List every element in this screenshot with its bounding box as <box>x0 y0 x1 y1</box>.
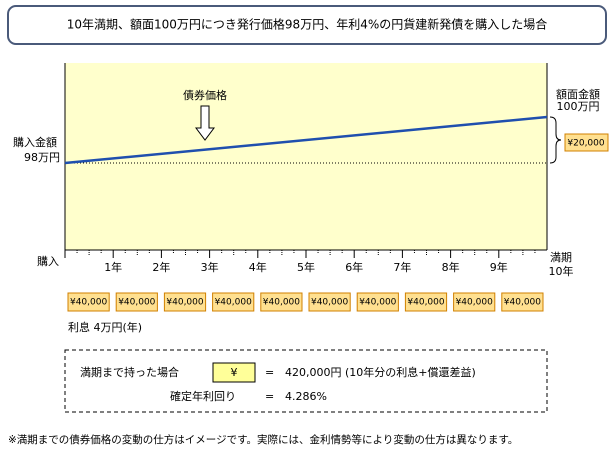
price-arrow <box>195 105 215 141</box>
title-box <box>7 5 607 45</box>
equals: = <box>265 366 274 379</box>
footnote: ※満期までの債券価格の変動の仕方はイメージです。実際には、金利情勢等により変動の… <box>8 433 518 446</box>
interest-amount: ¥40,000 <box>456 298 493 308</box>
start-label: 購入 <box>37 254 59 268</box>
yen: ¥ <box>231 366 238 379</box>
price-label: 債券価格 <box>183 88 227 102</box>
interest-amount: ¥40,000 <box>407 298 444 308</box>
year-label: 1年 <box>104 260 122 274</box>
interest-amount: ¥40,000 <box>504 298 541 308</box>
interest-amount: ¥40,000 <box>166 298 203 308</box>
interest-box <box>308 292 351 312</box>
interest-box <box>404 292 448 312</box>
summary-box <box>64 349 548 413</box>
brace <box>549 116 562 164</box>
total-note: (10年分の利息+償還差益) <box>345 365 476 379</box>
purchase-amount: 98万円 <box>24 151 60 164</box>
maturity-year: 10年 <box>549 264 574 278</box>
gain: ¥20,000 <box>567 139 604 149</box>
year-label: 2年 <box>152 260 170 274</box>
price-line <box>64 115 548 165</box>
interest-box <box>453 292 496 312</box>
interest-amount: ¥40,000 <box>359 298 396 308</box>
hold-label: 満期まで持った場合 <box>80 365 179 379</box>
yield: 4.286% <box>285 390 327 403</box>
interest-amount: ¥40,000 <box>70 298 107 308</box>
purchase-label: 購入金額 <box>13 135 57 149</box>
interest-box <box>212 292 255 312</box>
year-label: 8年 <box>442 260 460 274</box>
interest-amount: ¥40,000 <box>263 298 300 308</box>
year-label: 7年 <box>393 260 411 274</box>
year-label: 6年 <box>345 260 363 274</box>
year-label: 4年 <box>249 260 267 274</box>
year-label: 3年 <box>201 260 219 274</box>
interest-box <box>163 292 207 312</box>
face-amount: 100万円 <box>557 100 600 113</box>
gain-box <box>564 133 609 152</box>
year-label: 5年 <box>297 260 315 274</box>
face-label: 額面金額 <box>556 87 600 101</box>
interest-box <box>260 292 303 312</box>
interest-box <box>356 292 399 312</box>
equals: = <box>265 390 274 403</box>
interest-amount: ¥40,000 <box>215 298 252 308</box>
interest-amount: ¥40,000 <box>311 298 348 308</box>
year-label: 9年 <box>490 260 508 274</box>
maturity-label: 満期 <box>550 251 572 264</box>
interest-box <box>501 292 544 312</box>
interest-amount: ¥40,000 <box>118 298 155 308</box>
title: 10年満期、額面100万円につき発行価格98万円、年利4%の円貨建新発債を購入し… <box>67 17 547 32</box>
interest-box <box>67 292 110 312</box>
interest-caption: 利息 4万円(年) <box>68 320 142 334</box>
yield-label: 確定年利回り <box>170 389 236 403</box>
yen-box <box>212 362 256 383</box>
interest-box <box>115 292 158 312</box>
total: 420,000円 <box>285 366 342 379</box>
